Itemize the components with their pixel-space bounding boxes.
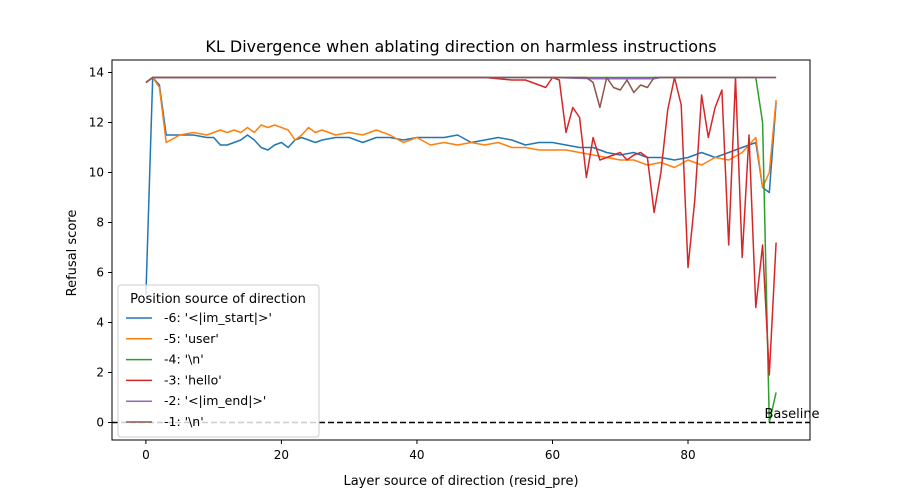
series-line-1 [145,76,777,296]
series-line-4 [145,76,777,376]
legend-label: -2: '<|im_end|>' [164,393,266,408]
y-tick-label: 0 [96,416,104,430]
y-tick-label: 8 [96,216,104,230]
legend-label: -1: '\n' [164,414,204,429]
axes-frame [111,59,811,441]
plot-area [112,76,810,424]
legend-label: -4: '\n' [164,352,204,367]
legend-label: -6: '<|im_start|>' [164,310,272,325]
y-tick-label: 6 [96,266,104,280]
y-tick-label: 2 [96,366,104,380]
baseline-label: Baseline [764,407,819,422]
legend-box [117,284,320,438]
y-tick-label: 14 [89,66,104,80]
legend-title: Position source of direction [130,292,306,307]
x-tick-label: 80 [680,448,695,462]
legend-label: -3: 'hello' [164,372,222,387]
series-line-2 [145,76,777,189]
axes: 0 20 40 60 80 0 2 4 6 8 10 12 14 [89,59,811,462]
x-tick-label: 20 [274,448,289,462]
legend: Position source of direction -6: '<|im_s… [117,284,320,438]
y-tick-label: 12 [89,116,104,130]
legend-label: -5: 'user' [164,331,219,346]
y-axis-label: Refusal score [65,210,80,297]
x-axis-label: Layer source of direction (resid_pre) [343,474,578,489]
x-tick-label: 40 [409,448,424,462]
legend-items: -6: '<|im_start|>' -5: 'user' -4: '\n' -3: … [126,310,272,429]
x-tick-label: 0 [142,448,150,462]
series-line-6 [145,76,777,109]
chart-title: KL Divergence when ablating direction on… [205,37,716,56]
x-tick-label: 60 [545,448,560,462]
y-tick-label: 4 [96,316,104,330]
y-tick-label: 10 [89,166,104,180]
